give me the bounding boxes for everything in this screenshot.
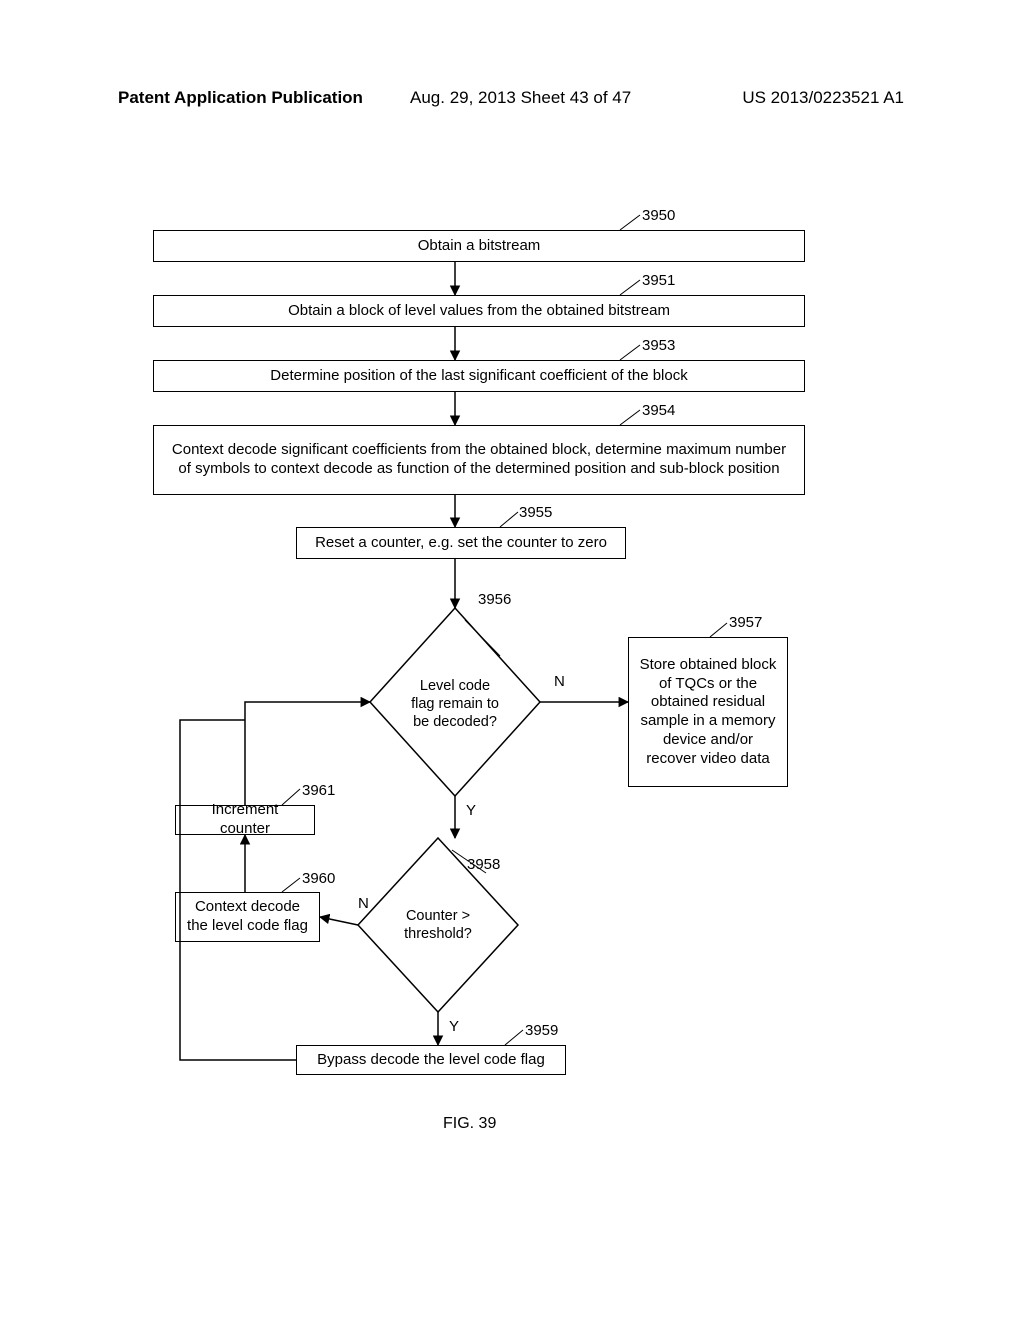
d3956-l2: flag remain to: [411, 696, 499, 712]
edge-3956-y: Y: [466, 802, 476, 819]
svg-overlay: Level code flag remain to be decoded? 39…: [0, 0, 1024, 1320]
edge-3958-y: Y: [449, 1018, 459, 1035]
page: Patent Application Publication Aug. 29, …: [0, 0, 1024, 1320]
ref-3956: 3956: [478, 591, 511, 608]
d3956-l3: be decoded?: [413, 714, 497, 730]
edge-3958-n: N: [358, 895, 369, 912]
edge-3956-n: N: [554, 673, 565, 690]
d3958-l2: threshold?: [404, 926, 472, 942]
ref-3958: 3958: [467, 856, 500, 873]
d3956-l1: Level code: [420, 678, 490, 694]
d3958-l1: Counter >: [406, 908, 470, 924]
